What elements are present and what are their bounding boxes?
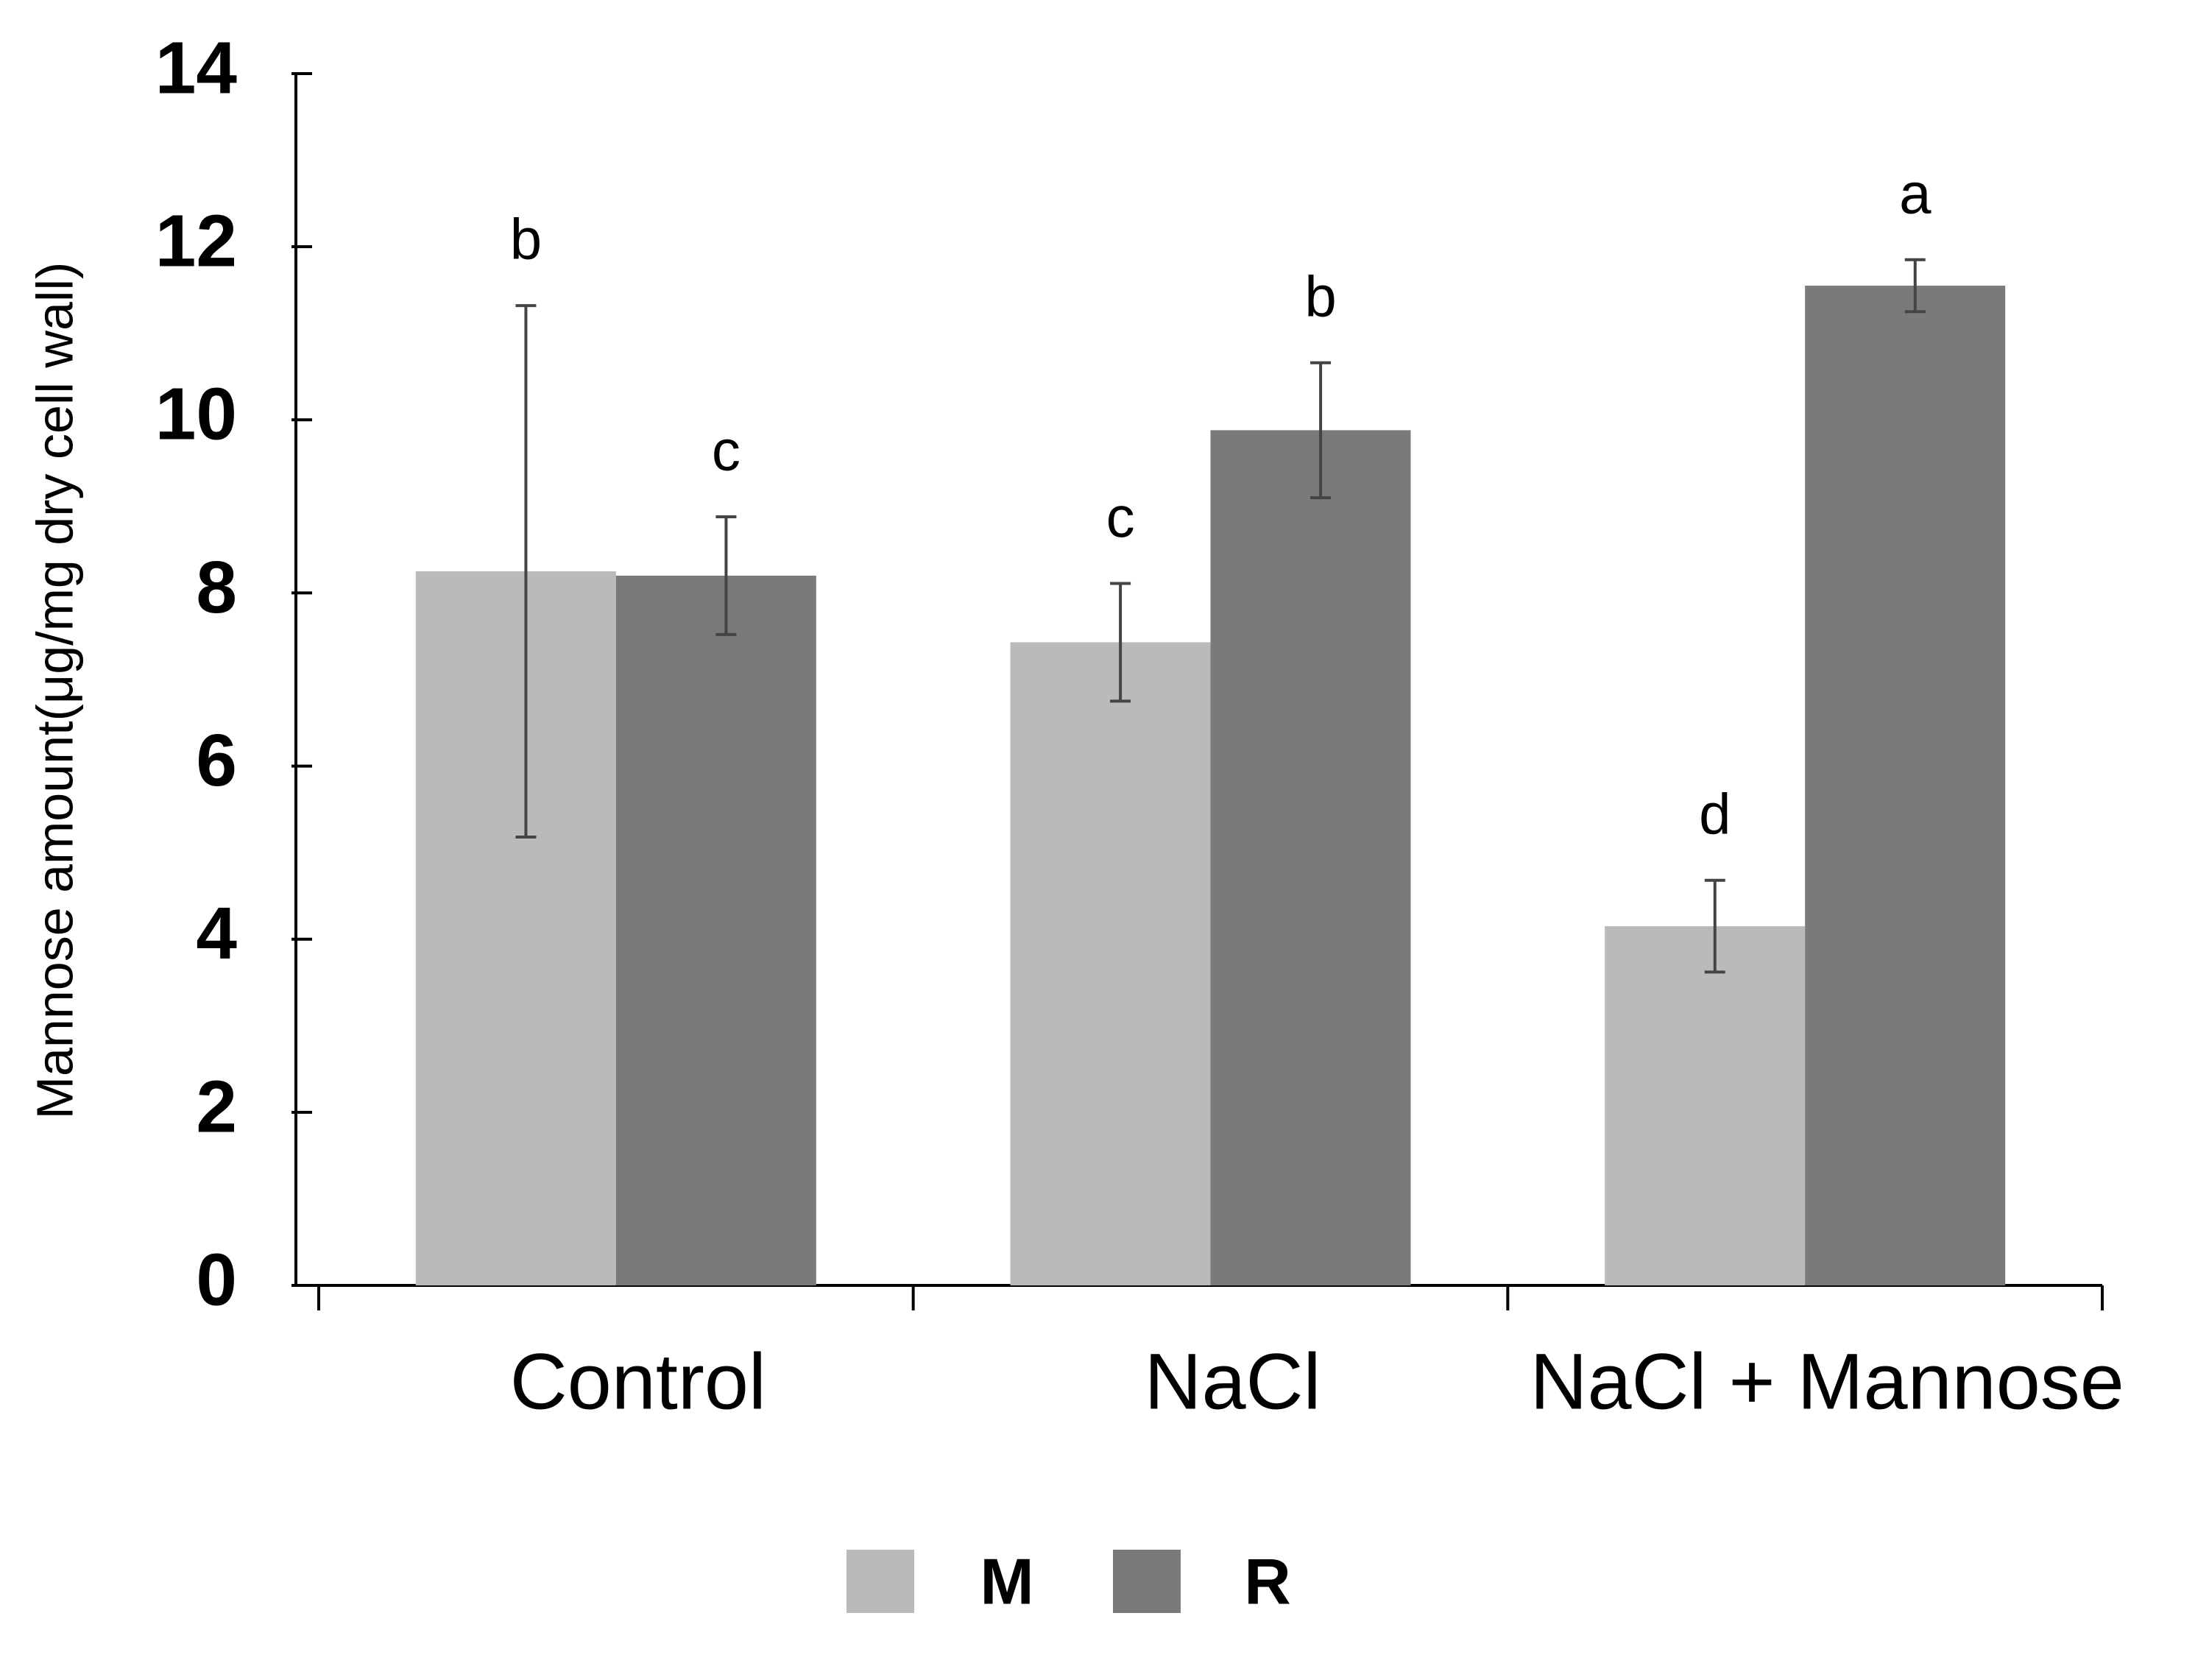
significance-letter: b — [510, 207, 542, 272]
bar — [415, 571, 616, 1285]
bar — [1210, 430, 1411, 1285]
y-tick-label: 8 — [196, 546, 237, 629]
legend-label: M — [980, 1545, 1033, 1617]
significance-letter: c — [1106, 484, 1135, 549]
y-axis-label: Mannose amount(μg/mg dry cell wall) — [26, 262, 83, 1120]
significance-letter: a — [1899, 160, 1931, 225]
y-tick-label: 4 — [196, 892, 237, 975]
y-tick-label: 14 — [155, 27, 238, 109]
y-tick-label: 2 — [196, 1065, 237, 1148]
bar — [1010, 642, 1211, 1285]
significance-letter: b — [1304, 264, 1336, 328]
legend-swatch — [1113, 1550, 1181, 1613]
significance-letter: d — [1699, 781, 1731, 846]
x-tick-label: NaCl + Mannose — [1530, 1337, 2124, 1426]
bar — [1805, 286, 2006, 1285]
y-tick-label: 6 — [196, 719, 237, 802]
legend-label: R — [1244, 1545, 1291, 1617]
x-tick-label: NaCl — [1144, 1337, 1321, 1426]
legend-swatch — [847, 1550, 914, 1613]
significance-letter: c — [712, 418, 741, 483]
y-tick-label: 0 — [196, 1238, 237, 1321]
y-tick-label: 10 — [155, 373, 237, 456]
bar — [615, 575, 816, 1285]
bar — [1605, 926, 1806, 1285]
y-tick-label: 12 — [155, 200, 237, 283]
x-tick-label: Control — [510, 1337, 766, 1426]
